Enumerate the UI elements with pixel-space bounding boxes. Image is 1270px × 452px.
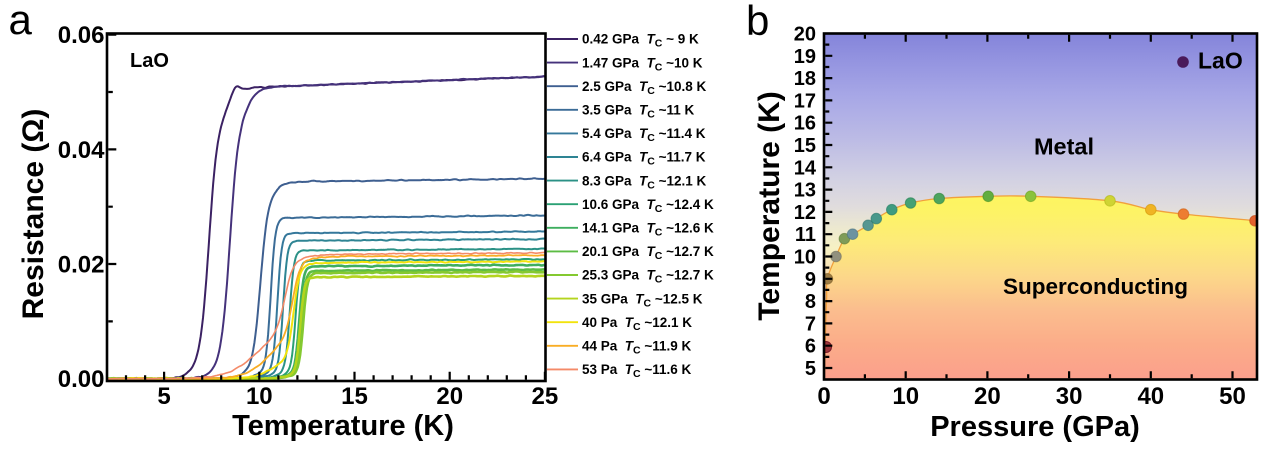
svg-text:40: 40: [1137, 383, 1164, 410]
svg-text:2.5 GPa TC ~10.8 K: 2.5 GPa TC ~10.8 K: [582, 79, 707, 97]
svg-text:0.02: 0.02: [58, 252, 105, 279]
svg-text:20: 20: [974, 383, 1001, 410]
svg-text:8.3 GPa TC ~12.1 K: 8.3 GPa TC ~12.1 K: [582, 173, 707, 191]
svg-text:9: 9: [805, 269, 816, 291]
svg-text:1.47 GPa TC ~10 K: 1.47 GPa TC ~10 K: [582, 55, 703, 73]
svg-text:6.4 GPa TC ~11.7 K: 6.4 GPa TC ~11.7 K: [582, 150, 706, 168]
svg-text:0: 0: [817, 383, 830, 410]
svg-text:7: 7: [805, 313, 816, 335]
svg-text:18: 18: [794, 68, 816, 90]
svg-text:0.06: 0.06: [58, 22, 105, 49]
svg-text:20: 20: [794, 24, 816, 46]
svg-text:LaO: LaO: [1198, 48, 1243, 74]
svg-text:8: 8: [805, 291, 816, 313]
svg-text:Temperature (K): Temperature (K): [232, 410, 454, 442]
svg-text:30: 30: [1056, 383, 1083, 410]
svg-text:Pressure (GPa): Pressure (GPa): [930, 411, 1140, 443]
svg-text:5.4 GPa TC ~11.4 K: 5.4 GPa TC ~11.4 K: [582, 126, 706, 144]
svg-text:40 Pa TC ~12.1 K: 40 Pa TC ~12.1 K: [582, 315, 692, 333]
svg-text:25: 25: [532, 383, 559, 410]
svg-text:12: 12: [794, 202, 816, 224]
svg-text:a: a: [9, 0, 33, 43]
svg-text:10.6 GPa TC ~12.4 K: 10.6 GPa TC ~12.4 K: [582, 197, 714, 215]
svg-text:b: b: [746, 0, 769, 44]
svg-text:44 Pa TC ~11.9 K: 44 Pa TC ~11.9 K: [582, 339, 692, 357]
svg-text:14.1 GPa TC ~12.6 K: 14.1 GPa TC ~12.6 K: [582, 221, 714, 239]
svg-text:35 GPa TC ~12.5 K: 35 GPa TC ~12.5 K: [582, 291, 703, 309]
svg-text:14: 14: [794, 157, 817, 179]
svg-text:19: 19: [794, 46, 816, 68]
svg-text:16: 16: [794, 113, 816, 135]
svg-text:10: 10: [794, 247, 816, 269]
svg-text:50: 50: [1219, 383, 1246, 410]
svg-text:5: 5: [157, 383, 170, 410]
svg-text:Temperature (K): Temperature (K): [753, 91, 786, 320]
svg-text:Superconducting: Superconducting: [1003, 274, 1188, 299]
svg-text:25.3 GPa TC ~12.7 K: 25.3 GPa TC ~12.7 K: [582, 268, 714, 286]
svg-text:53 Pa TC ~11.6 K: 53 Pa TC ~11.6 K: [582, 362, 692, 380]
svg-text:17: 17: [794, 90, 816, 112]
svg-text:3.5 GPa TC ~11 K: 3.5 GPa TC ~11 K: [582, 103, 695, 121]
svg-text:LaO: LaO: [130, 50, 169, 72]
svg-text:5: 5: [805, 358, 816, 380]
svg-text:20: 20: [436, 383, 463, 410]
svg-text:0.04: 0.04: [58, 137, 105, 164]
svg-text:Resistance (Ω): Resistance (Ω): [17, 109, 50, 320]
svg-text:13: 13: [794, 180, 816, 202]
svg-text:20.1 GPa TC ~12.7 K: 20.1 GPa TC ~12.7 K: [582, 244, 714, 262]
svg-text:6: 6: [805, 336, 816, 358]
svg-text:11: 11: [795, 224, 816, 246]
svg-text:Metal: Metal: [1034, 134, 1094, 160]
svg-text:15: 15: [341, 383, 368, 410]
svg-text:0.00: 0.00: [58, 366, 105, 393]
svg-text:10: 10: [246, 383, 273, 410]
svg-text:15: 15: [794, 135, 816, 157]
svg-text:10: 10: [892, 383, 919, 410]
svg-text:0.42 GPa TC ~ 9 K: 0.42 GPa TC ~ 9 K: [582, 32, 699, 50]
